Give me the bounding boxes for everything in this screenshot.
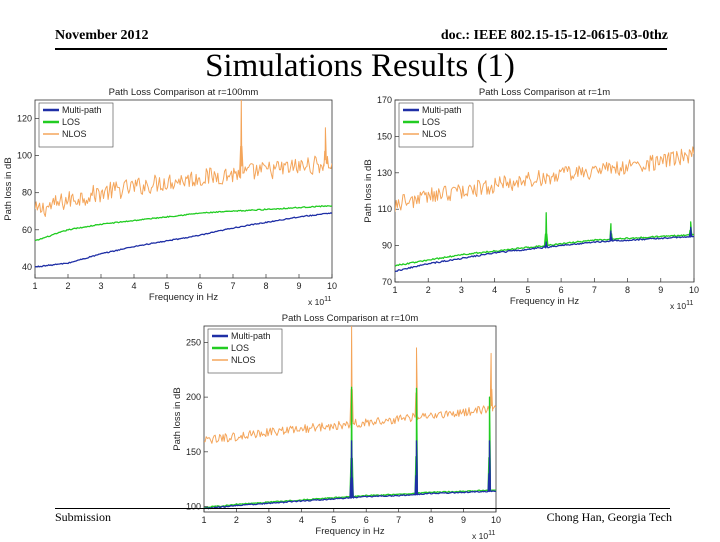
legend-label: Multi-path	[62, 105, 102, 115]
legend-label: LOS	[231, 343, 249, 353]
x-tick-label: 8	[263, 281, 268, 291]
y-tick-label: 80	[22, 188, 32, 198]
y-tick-label: 40	[22, 262, 32, 272]
x-tick-label: 6	[197, 281, 202, 291]
x-axis-multiplier: x 1011	[670, 300, 693, 311]
x-tick-label: 9	[296, 281, 301, 291]
x-tick-label: 2	[234, 515, 239, 525]
x-tick-label: 5	[331, 515, 336, 525]
series-line-los	[395, 212, 694, 267]
series-line-nlos	[395, 146, 694, 212]
x-tick-label: 4	[299, 515, 304, 525]
header-date: November 2012	[55, 28, 149, 43]
chart-title: Path Loss Comparison at r=100mm	[109, 87, 259, 98]
legend-label: NLOS	[231, 355, 256, 365]
x-axis-label: Frequency in Hz	[510, 296, 579, 307]
x-axis-multiplier: x 1011	[472, 530, 495, 541]
y-tick-label: 100	[17, 151, 32, 161]
chart-svg-1: Path Loss Comparison at r=1m 1 2 3 4 5 6 7 8 9 10 7…	[363, 87, 699, 311]
x-tick-label: 9	[658, 285, 663, 295]
x-tick-label: 1	[392, 285, 397, 295]
footer-rule	[55, 508, 670, 509]
x-tick-label: 3	[459, 285, 464, 295]
x-tick-label: 1	[201, 515, 206, 525]
y-tick-label: 250	[186, 337, 201, 347]
chart-title: Path Loss Comparison at r=1m	[479, 87, 610, 98]
legend-label: Multi-path	[422, 105, 462, 115]
y-tick-label: 150	[377, 131, 392, 141]
y-tick-label: 130	[377, 168, 392, 178]
series-line-nlos	[35, 100, 332, 217]
chart-panel-r1m: Path Loss Comparison at r=1m 1 2 3 4 5 6 7 8 9 10 7…	[362, 84, 700, 314]
legend-label: LOS	[422, 117, 440, 127]
x-axis-label: Frequency in Hz	[149, 292, 218, 303]
series-line-multipath	[204, 440, 496, 510]
x-tick-label: 7	[230, 281, 235, 291]
x-tick-label: 5	[164, 281, 169, 291]
footer-right: Chong Han, Georgia Tech	[546, 510, 672, 524]
x-tick-label: 8	[429, 515, 434, 525]
x-tick-label: 7	[396, 515, 401, 525]
chart-panel-r100mm: Path Loss Comparison at r=100mm 1 2 3 4 5 6 7 8 9…	[0, 80, 338, 310]
x-tick-label: 8	[625, 285, 630, 295]
y-tick-label: 60	[22, 225, 32, 235]
x-tick-label: 5	[525, 285, 530, 295]
x-tick-label: 9	[461, 515, 466, 525]
x-tick-label: 1	[32, 281, 37, 291]
footer-left: Submission	[55, 510, 112, 524]
x-tick-label: 6	[559, 285, 564, 295]
y-tick-label: 70	[382, 277, 392, 287]
x-tick-label: 10	[491, 515, 501, 525]
y-tick-label: 150	[186, 447, 201, 457]
series-line-nlos	[204, 326, 496, 444]
x-tick-label: 7	[592, 285, 597, 295]
y-tick-label: 110	[378, 204, 392, 214]
x-tick-label: 3	[266, 515, 271, 525]
x-tick-label: 2	[65, 281, 70, 291]
x-axis-multiplier: x 1011	[308, 296, 331, 307]
x-tick-label: 3	[98, 281, 103, 291]
legend-label: LOS	[62, 117, 80, 127]
series-line-los	[35, 205, 332, 242]
x-axis-label: Frequency in Hz	[315, 526, 384, 537]
y-tick-label: 170	[377, 95, 392, 105]
series-line-multipath	[395, 226, 694, 273]
series-line-multipath	[35, 212, 332, 268]
y-tick-label: 100	[186, 502, 201, 512]
y-axis-label: Path loss in dB	[3, 157, 14, 220]
x-tick-label: 10	[327, 281, 337, 291]
y-axis-label: Path loss in dB	[363, 159, 374, 222]
chart-title: Path Loss Comparison at r=10m	[282, 313, 419, 324]
legend-label: Multi-path	[231, 331, 271, 341]
y-tick-label: 120	[17, 114, 32, 124]
chart-svg-2: Path Loss Comparison at r=10m 1 2 3 4 5 6 7 8 9 10…	[172, 313, 501, 541]
y-tick-label: 90	[382, 241, 392, 251]
x-tick-label: 4	[492, 285, 497, 295]
header-doc-id: doc.: IEEE 802.15-15-12-0615-03-0thz	[440, 28, 668, 43]
slide-title: Simulations Results (1)	[205, 48, 515, 84]
header-rule	[55, 48, 667, 50]
y-axis-label: Path loss in dB	[172, 387, 183, 450]
legend-label: NLOS	[62, 129, 87, 139]
x-tick-label: 2	[426, 285, 431, 295]
y-tick-label: 200	[186, 392, 201, 402]
chart-panel-r10m: Path Loss Comparison at r=10m 1 2 3 4 5 6 7 8 9 10…	[164, 310, 504, 542]
x-tick-label: 6	[364, 515, 369, 525]
x-tick-label: 10	[689, 285, 699, 295]
x-tick-label: 4	[131, 281, 136, 291]
chart-svg-0: Path Loss Comparison at r=100mm 1 2 3 4 5 6 7 8 9…	[3, 87, 337, 307]
legend-label: NLOS	[422, 129, 447, 139]
